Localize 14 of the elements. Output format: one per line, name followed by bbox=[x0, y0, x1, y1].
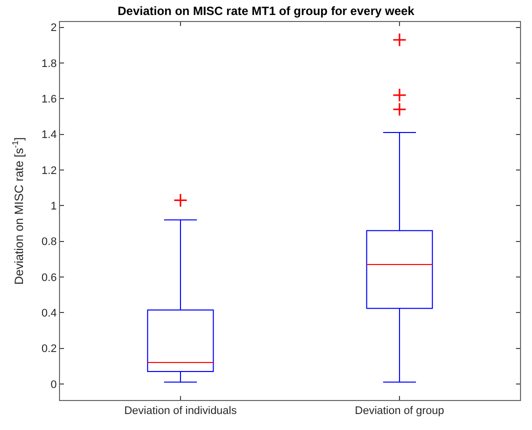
y-tick-label: 0.6 bbox=[42, 272, 57, 284]
chart-title: Deviation on MISC rate MT1 of group for every week bbox=[118, 4, 415, 18]
x-tick-label: Deviation of individuals bbox=[124, 405, 238, 418]
y-tick-label: 1.6 bbox=[42, 94, 57, 106]
y-tick-label: 1 bbox=[50, 200, 57, 212]
x-tick-label: Deviation of group bbox=[354, 405, 444, 418]
y-tick-label: 0.4 bbox=[42, 307, 57, 320]
y-tick-label: 1.4 bbox=[42, 129, 57, 142]
y-tick-label: 0 bbox=[50, 378, 57, 391]
y-tick-label: 0.2 bbox=[42, 343, 57, 356]
y-tick-label: 2 bbox=[50, 22, 57, 34]
y-tick-label: 0.8 bbox=[42, 236, 57, 248]
y-tick-label: 1.2 bbox=[42, 164, 57, 177]
y-tick-label: 1.8 bbox=[42, 58, 57, 70]
